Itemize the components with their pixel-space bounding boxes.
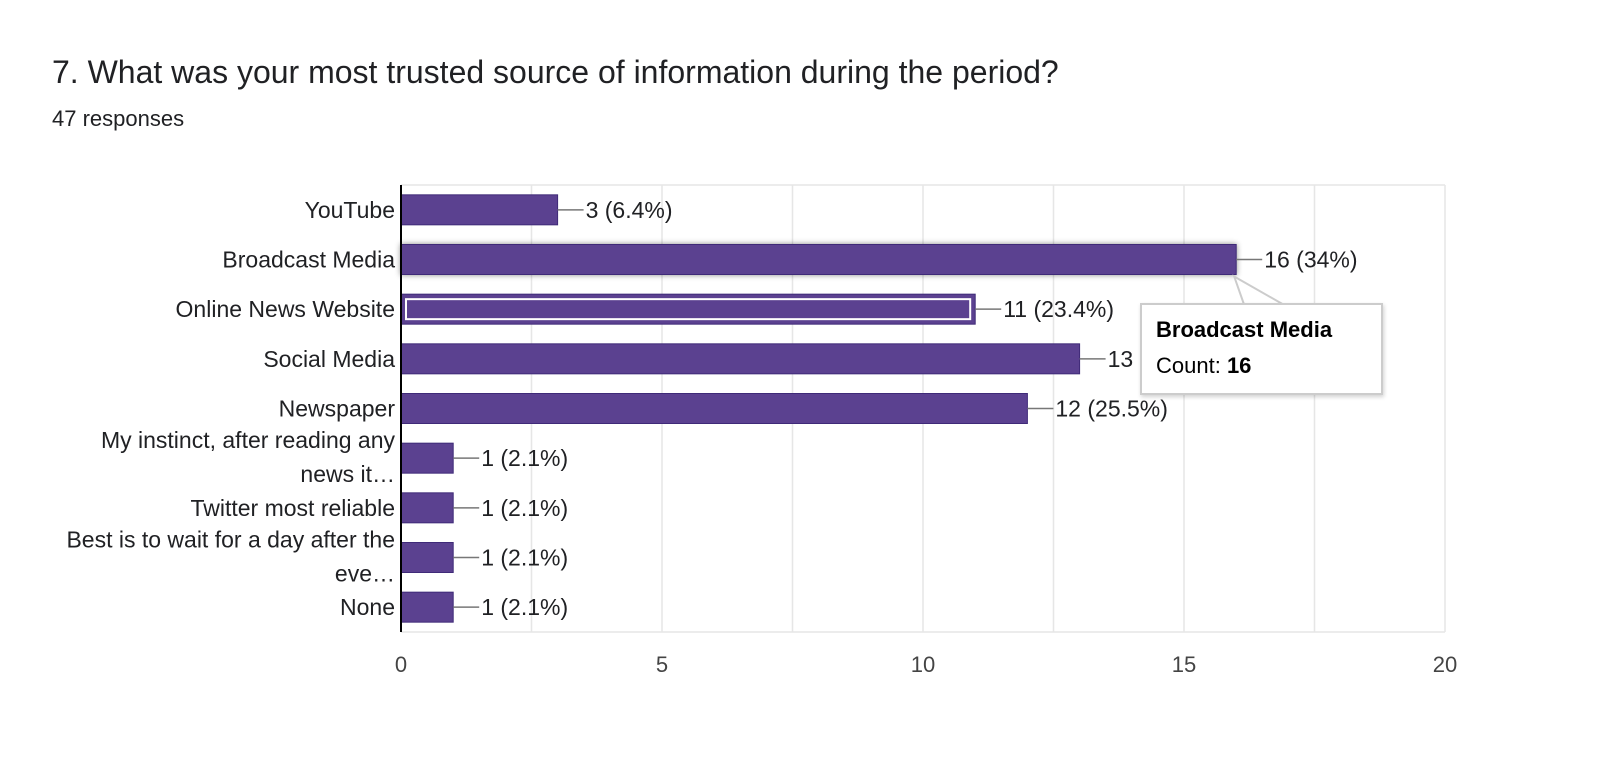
x-tick-label: 5 [656, 652, 668, 677]
bar[interactable] [400, 492, 454, 524]
bar[interactable] [400, 343, 1081, 375]
tooltip-count: Count: 16 [1156, 353, 1367, 379]
category-label-line: news it… [300, 461, 395, 487]
bar[interactable] [400, 542, 454, 573]
x-tick-label: 15 [1172, 652, 1196, 677]
data-label: 1 (2.1%) [481, 495, 568, 521]
category-label-line: eve… [335, 561, 395, 587]
bar-selection-outline [405, 298, 972, 321]
category-label: Social Media [263, 346, 395, 372]
category-label: Newspaper [279, 396, 396, 422]
category-label: YouTube [305, 197, 395, 223]
data-label: 1 (2.1%) [481, 545, 568, 571]
x-tick-label: 20 [1433, 652, 1457, 677]
tooltip-count-label: Count: [1156, 353, 1227, 378]
category-label: Online News Website [176, 296, 395, 322]
bar[interactable] [400, 591, 454, 623]
data-label: 13 [1108, 346, 1134, 372]
response-count: 47 responses [52, 106, 185, 131]
category-label-line: Best is to wait for a day after the [66, 527, 395, 553]
category-label: None [340, 594, 395, 620]
bar[interactable] [400, 393, 1028, 424]
bar[interactable] [400, 194, 559, 226]
data-label: 3 (6.4%) [586, 197, 673, 223]
data-label: 16 (34%) [1264, 247, 1357, 273]
category-label: Twitter most reliable [190, 495, 395, 521]
data-label: 1 (2.1%) [481, 445, 568, 471]
question-title: 7. What was your most trusted source of … [52, 54, 1059, 90]
data-label: 11 (23.4%) [1003, 296, 1114, 322]
tooltip-title: Broadcast Media [1156, 317, 1333, 342]
data-label: 1 (2.1%) [481, 594, 568, 620]
tooltip-pointer [1232, 274, 1288, 306]
x-tick-label: 0 [395, 652, 407, 677]
x-tick-label: 10 [911, 652, 935, 677]
tooltip-count-value: 16 [1226, 353, 1252, 378]
category-label: Broadcast Media [222, 247, 395, 273]
data-label: 12 (25.5%) [1055, 396, 1168, 422]
category-label-line: My instinct, after reading any [101, 427, 396, 453]
bar[interactable] [400, 244, 1237, 275]
bar[interactable] [400, 442, 454, 474]
chart-tooltip: Broadcast Media Count: 16 [1140, 303, 1383, 395]
